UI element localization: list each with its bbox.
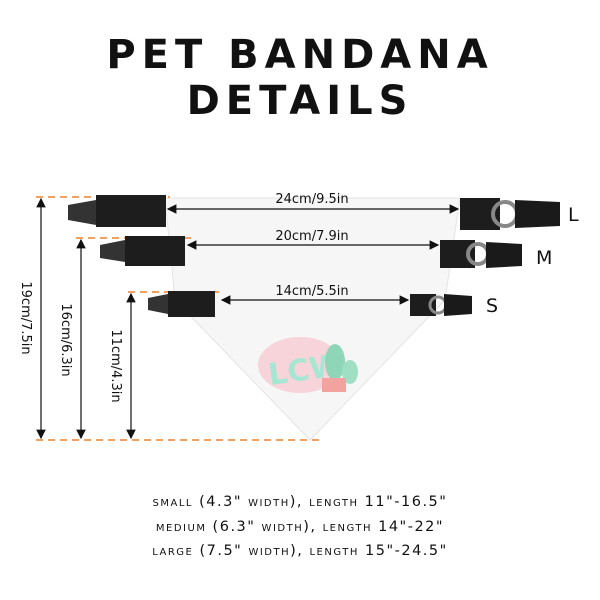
size-label-small: S — [486, 295, 498, 317]
spec-large: large (7.5" width), length 15"-24.5" — [152, 543, 448, 559]
bandana-fabric — [164, 197, 461, 441]
height-label-large: 19cm/7.5in — [18, 281, 33, 354]
size-specs: small (4.3" width), length 11"-16.5" med… — [0, 490, 600, 564]
size-label-medium: M — [536, 247, 552, 269]
width-label-small: 14cm/5.5in — [275, 284, 348, 299]
width-label-large: 24cm/9.5in — [275, 192, 348, 207]
title-line-2: DETAILS — [186, 78, 414, 124]
cactus-icon — [322, 344, 358, 392]
height-label-small: 11cm/4.3in — [108, 329, 123, 402]
strap-small — [148, 291, 472, 317]
width-label-medium: 20cm/7.9in — [275, 229, 348, 244]
strap-medium — [100, 236, 522, 268]
logo-blush — [258, 337, 342, 393]
spec-small: small (4.3" width), length 11"-16.5" — [152, 494, 448, 510]
strap-large — [68, 195, 560, 230]
spec-medium: medium (6.3" width), length 14"-22" — [155, 518, 445, 535]
height-label-medium: 16cm/6.3in — [58, 303, 73, 376]
size-label-large: L — [568, 204, 579, 226]
title-line-1: PET BANDANA — [106, 32, 494, 78]
page-title: PET BANDANA DETAILS — [0, 32, 600, 124]
